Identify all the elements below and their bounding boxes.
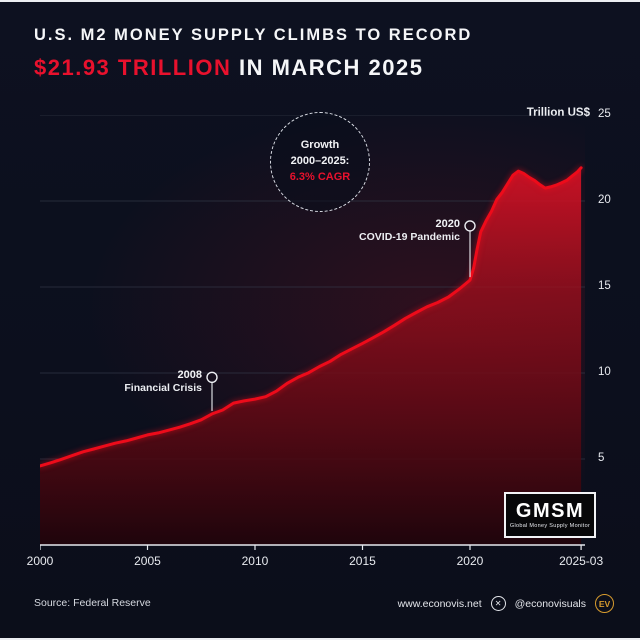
x-tick-label: 2010 — [241, 554, 269, 568]
x-tick-label: 2025-03 — [559, 554, 604, 568]
annotation-text-financial-crisis: 2008 Financial Crisis — [124, 369, 202, 396]
title-rest: IN MARCH 2025 — [231, 55, 424, 80]
badge-line1: Growth — [300, 139, 340, 152]
y-axis-title: Trillion US$ — [526, 107, 590, 119]
social-handle[interactable]: @econovisuals — [514, 597, 586, 610]
x-tick-label: 2020 — [456, 554, 484, 568]
source-label: Source: Federal Reserve — [34, 597, 151, 609]
title-line1: U.S. M2 MONEY SUPPLY CLIMBS TO RECORD — [34, 26, 473, 44]
y-tick-label: 25 — [598, 108, 611, 120]
annotation-label: COVID-19 Pandemic — [359, 231, 460, 244]
y-tick-label: 10 — [598, 366, 611, 378]
annotation-marker-financial-crisis — [206, 371, 218, 383]
title-line2: $21.93 TRILLION IN MARCH 2025 — [34, 55, 472, 81]
footer-right: www.econovis.net ✕ @econovisuals EV — [398, 594, 614, 613]
ev-logo-icon: EV — [595, 594, 614, 613]
x-tick-label: 2005 — [134, 554, 161, 568]
footer: Source: Federal Reserve www.econovis.net… — [0, 594, 640, 618]
annotation-text-covid-pandemic: 2020 COVID-19 Pandemic — [359, 218, 460, 245]
m2-area-chart — [38, 114, 585, 550]
annotation-marker-covid-pandemic — [464, 220, 476, 232]
x-social-icon: ✕ — [490, 596, 506, 611]
website-link[interactable]: www.econovis.net — [397, 597, 482, 610]
y-tick-label: 15 — [598, 280, 611, 292]
annotation-title: 2020 — [435, 217, 460, 230]
gmsm-logo-subtitle: Global Money Supply Monitor — [509, 523, 591, 529]
y-tick-label: 20 — [598, 194, 611, 206]
title-highlight: $21.93 TRILLION — [34, 55, 232, 80]
header: U.S. M2 MONEY SUPPLY CLIMBS TO RECORD $2… — [34, 26, 472, 81]
x-tick-label: 2015 — [349, 554, 376, 568]
gmsm-logo-title: GMSM — [515, 500, 585, 522]
annotation-label: Financial Crisis — [124, 382, 202, 395]
chart-area-fill — [40, 167, 582, 546]
chart-line — [38, 166, 583, 468]
annotation-title: 2008 — [177, 369, 202, 382]
growth-cagr-badge: Growth 2000–2025: 6.3% CAGR — [270, 112, 370, 212]
x-tick-label: 2000 — [26, 554, 54, 568]
bottom-border-line — [0, 638, 640, 640]
gmsm-logo-box: GMSM Global Money Supply Monitor — [504, 492, 596, 538]
top-border-line — [0, 0, 640, 2]
y-tick-label: 5 — [598, 452, 605, 464]
chart-plot — [38, 114, 585, 553]
badge-line2: 2000–2025: — [290, 155, 350, 168]
badge-cagr: 6.3% CAGR — [289, 170, 351, 183]
